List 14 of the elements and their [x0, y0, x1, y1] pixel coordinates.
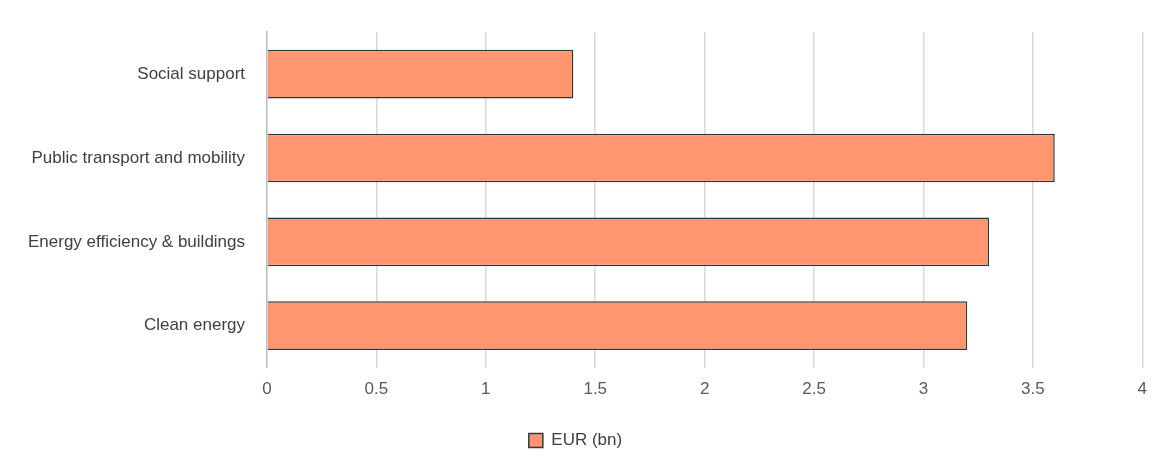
x-tick-label: 0.5 — [364, 379, 389, 399]
y-tick-label: Clean energy — [143, 315, 246, 335]
x-tick-label: 3.5 — [1021, 379, 1045, 399]
x-tick-label: 4 — [1137, 379, 1148, 399]
x-tick-label: 1 — [481, 379, 491, 399]
x-tick-label: 0 — [262, 379, 272, 399]
y-tick-label: Social support — [137, 63, 246, 83]
y-tick-label: Energy efficiency & buildings — [27, 231, 246, 251]
x-tick-label: 2 — [699, 379, 710, 399]
x-tick-label: 2.5 — [802, 379, 826, 399]
legend-label: EUR (bn) — [551, 430, 623, 450]
y-tick-label: Public transport and mobility — [31, 147, 246, 167]
x-tick-label: 3 — [918, 379, 929, 399]
x-tick-label: 1.5 — [583, 379, 608, 399]
